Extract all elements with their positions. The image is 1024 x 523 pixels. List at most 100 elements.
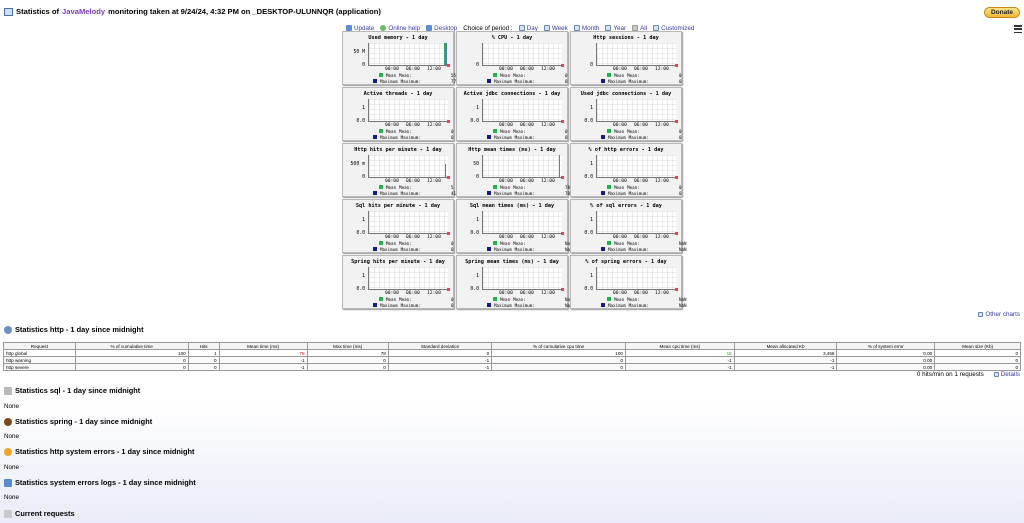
request-name-cell[interactable]: http global <box>3 349 76 357</box>
chart-panel[interactable]: % of spring errors - 1 day 1 0.0 00:00 06:00… <box>570 255 687 309</box>
legend-label: Mean <box>614 129 625 134</box>
request-name-cell[interactable]: http severe <box>3 363 76 371</box>
details-label: Details <box>1000 371 1020 378</box>
mean-value: 0 <box>451 129 454 134</box>
column-header[interactable]: Mean time (ms) <box>218 342 308 350</box>
memory-series-bar <box>444 43 447 65</box>
legend-label: Mean: <box>627 73 640 78</box>
legend-swatch <box>487 79 491 83</box>
chart-panel[interactable]: Spring mean times (ms) - 1 day 1 0.0 00:00 0… <box>456 255 573 309</box>
legend-swatch <box>601 135 605 139</box>
chart-panel[interactable]: % of http errors - 1 day 1 0.0 00:00 06:00 12… <box>570 143 682 197</box>
chart-panel[interactable]: Http sessions - 1 day 0 00:00 06:00 12:00 Mea… <box>570 31 682 85</box>
http-stats-heading-label: Statistics http - 1 day since midnight <box>15 325 144 334</box>
legend-mean: Mean Mean: 0 <box>493 73 568 78</box>
y-tick-label: 1 <box>476 274 479 279</box>
chart-panel[interactable]: Sql mean times (ms) - 1 day 1 0.0 00:00 06:0… <box>456 199 573 253</box>
column-header[interactable]: % of cumulative time <box>74 342 189 350</box>
column-header[interactable]: % of system error <box>836 342 936 350</box>
error-logs-heading-label: Statistics system errors logs - 1 day si… <box>15 478 196 487</box>
legend-label: Mean <box>386 297 397 302</box>
chart-panel[interactable]: Used jdbc connections - 1 day 1 0.0 00:00 06… <box>570 87 682 141</box>
column-header[interactable]: Mean size (Kb) <box>934 342 1021 350</box>
table-cell: 15 <box>624 349 735 357</box>
y-tick-label: 50 M <box>353 50 365 55</box>
column-header[interactable]: Hits <box>187 342 220 350</box>
max-value: 0 <box>451 303 454 308</box>
mean-value: 0 <box>679 129 682 134</box>
mean-value: NaN <box>565 241 573 246</box>
chart-plot-area <box>482 267 564 291</box>
period-year-link[interactable]: Year <box>605 25 626 32</box>
system-errors-heading-label: Statistics http system errors - 1 day si… <box>15 447 195 456</box>
page-background-gradient <box>0 403 1024 523</box>
x-tick-label: 00:00 <box>385 123 399 128</box>
details-link[interactable]: Details <box>993 371 1020 378</box>
mean-value: NaN <box>679 241 687 246</box>
chart-panel[interactable]: Spring hits per minute - 1 day 1 0.0 00:00 0… <box>342 255 454 309</box>
y-tick-label: 1 <box>362 274 365 279</box>
x-tick-label: 12:00 <box>541 291 555 296</box>
chart-panel[interactable]: Used memory - 1 day 50 M 0 00:00 06:00 12:00 M… <box>342 31 461 85</box>
request-name-cell[interactable]: http warning <box>3 356 76 364</box>
table-cell: 0 <box>387 349 493 357</box>
period-day-link[interactable]: Day <box>518 25 538 32</box>
column-header[interactable]: % of cumulative cpu time <box>491 342 626 350</box>
x-tick-label: 00:00 <box>499 67 513 72</box>
x-tick-label: 12:00 <box>427 179 441 184</box>
legend-label: Mean: <box>399 129 412 134</box>
legend-label: Maximum <box>494 191 512 196</box>
table-cell: -1 <box>387 363 493 371</box>
x-tick-label: 12:00 <box>655 123 669 128</box>
x-tick-label: 00:00 <box>613 67 627 72</box>
hamburger-menu-icon[interactable] <box>1014 25 1022 33</box>
column-header[interactable]: Request <box>3 342 76 350</box>
max-value: NaN <box>679 247 687 252</box>
system-errors-heading: Statistics http system errors - 1 day si… <box>4 447 194 456</box>
chart-panel[interactable]: Sql hits per minute - 1 day 1 0.0 00:00 06:0… <box>342 199 454 253</box>
table-cell: 3,456 <box>733 349 838 357</box>
chart-title: % CPU - 1 day <box>491 35 533 41</box>
donate-button[interactable]: Donate <box>984 7 1020 18</box>
other-charts-link[interactable]: Other charts <box>978 311 1020 318</box>
legend-label: Maximum: <box>400 191 421 196</box>
chart-panel[interactable]: % CPU - 1 day 0 00:00 06:00 12:00 Mean Mean: 0 M… <box>456 31 568 85</box>
app-name-link[interactable]: JavaMelody <box>62 7 106 16</box>
update-link[interactable]: Update <box>346 25 374 32</box>
online-help-link[interactable]: Online help <box>380 25 420 32</box>
chart-panel[interactable]: Active jdbc connections - 1 day 1 0.0 00:00… <box>456 87 568 141</box>
y-tick-label: 1 <box>590 218 593 223</box>
legend-swatch <box>493 129 497 133</box>
chart-panel[interactable]: Http mean times (ms) - 1 day 50 0 00:00 06:0… <box>456 143 570 197</box>
desktop-link[interactable]: Desktop <box>426 25 457 32</box>
legend-swatch <box>379 73 383 77</box>
x-tick-label: 06:00 <box>634 235 648 240</box>
legend-mean: Mean Mean: 0 <box>379 241 454 246</box>
legend-label: Mean: <box>399 241 412 246</box>
period-month-link[interactable]: Month <box>573 25 599 32</box>
legend-swatch <box>373 191 377 195</box>
y-tick-label: 0.0 <box>356 287 365 292</box>
bean-icon <box>4 417 12 426</box>
legend-swatch <box>379 241 383 245</box>
legend-swatch <box>373 303 377 307</box>
x-tick-label: 06:00 <box>634 123 648 128</box>
legend-label: Mean <box>500 185 511 190</box>
period-week-link[interactable]: Week <box>543 25 568 32</box>
column-header[interactable]: Max time (ms) <box>306 342 389 350</box>
y-tick-label: 0.0 <box>356 119 365 124</box>
chart-title: % of spring errors - 1 day <box>585 259 667 265</box>
column-header[interactable]: Standard deviation <box>387 342 493 350</box>
legend-mean: Mean Mean: NaN <box>493 297 573 302</box>
legend-label: Mean: <box>627 297 640 302</box>
chart-panel[interactable]: Active threads - 1 day 1 0.0 00:00 06:00 12:0… <box>342 87 454 141</box>
max-value: 0 <box>679 191 682 196</box>
period-all-link[interactable]: All <box>632 25 647 32</box>
chart-panel[interactable]: % of sql errors - 1 day 1 0.0 00:00 06:00 12:… <box>570 199 687 253</box>
column-header[interactable]: Mean cpu time (ms) <box>624 342 735 350</box>
period-customized-link[interactable]: Customized <box>653 25 694 32</box>
chart-panel[interactable]: Http hits per minute - 1 day 500 m 0 00:00 0… <box>342 143 464 197</box>
column-header[interactable]: Mean allocated Kb <box>733 342 838 350</box>
legend-swatch <box>607 185 611 189</box>
